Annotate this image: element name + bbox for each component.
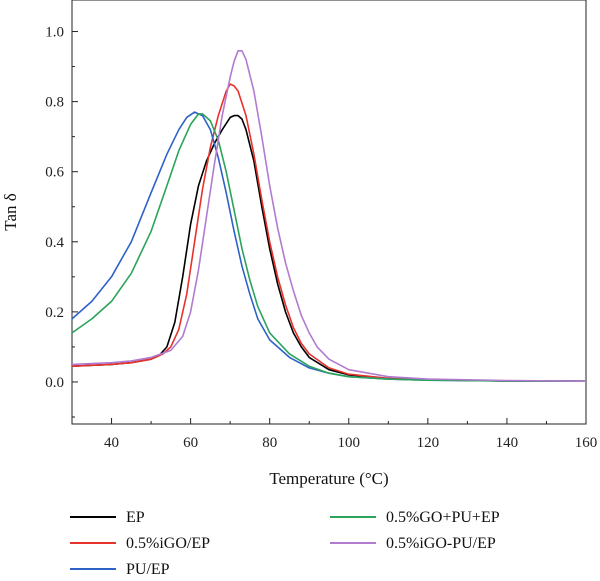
- series-layer: [71, 50, 587, 382]
- y-tick-label: 0.8: [45, 95, 64, 111]
- legend-label: EP: [126, 509, 145, 526]
- x-tick-label: 80: [262, 435, 277, 451]
- y-tick-label: 0.0: [45, 375, 64, 391]
- legend-item: 0.5%GO+PU+EP: [330, 509, 500, 526]
- series-line-2: [71, 111, 587, 382]
- x-tick-label: 120: [417, 435, 440, 451]
- x-tick-label: 160: [575, 435, 598, 451]
- axis-ticks: 40 60 80 100 120 140 160 0.0 0.2 0.4 0.6 0.8 1.0: [45, 25, 597, 451]
- legend: EP 0.5%iGO/EP PU/EP 0.5%GO+PU+EP 0.5%iGO-PU/…: [70, 509, 500, 578]
- legend-label: PU/EP: [126, 561, 170, 578]
- plot-frame: [71, 0, 587, 425]
- x-tick-label: 60: [183, 435, 198, 451]
- y-tick-label: 1.0: [45, 25, 64, 41]
- y-tick-label: 0.6: [45, 165, 64, 181]
- legend-label: 0.5%GO+PU+EP: [386, 509, 500, 526]
- y-tick-label: 0.2: [45, 305, 64, 321]
- legend-item: 0.5%iGO-PU/EP: [330, 535, 496, 552]
- y-axis-title: Tan δ: [1, 193, 20, 231]
- legend-item: EP: [70, 509, 145, 526]
- x-tick-label: 140: [496, 435, 519, 451]
- series-line-1: [71, 83, 587, 382]
- series-line-0: [71, 114, 587, 382]
- x-axis-title: Temperature (°C): [269, 469, 388, 488]
- series-line-4: [71, 50, 587, 382]
- legend-label: 0.5%iGO-PU/EP: [386, 535, 496, 552]
- x-tick-label: 100: [338, 435, 361, 451]
- legend-item: PU/EP: [70, 561, 170, 578]
- legend-item: 0.5%iGO/EP: [70, 535, 210, 552]
- y-tick-label: 0.4: [45, 235, 64, 251]
- series-line-3: [71, 113, 587, 382]
- legend-label: 0.5%iGO/EP: [126, 535, 210, 552]
- x-tick-label: 40: [104, 435, 119, 451]
